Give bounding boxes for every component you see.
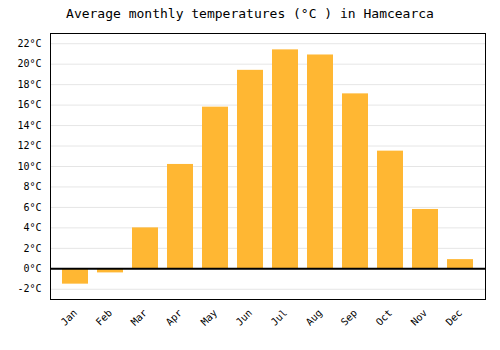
svg-text:10°C: 10°C [17,161,41,172]
svg-text:-2°C: -2°C [17,283,41,294]
svg-text:Jul: Jul [269,307,290,328]
svg-text:20°C: 20°C [17,58,41,69]
svg-text:Jan: Jan [59,307,80,328]
svg-text:18°C: 18°C [17,79,41,90]
svg-text:Dec: Dec [444,307,465,328]
html-text:Average monthly temperatures (: Average monthly temperatures (°C ) in Ha… [66,6,434,21]
svg-text:14°C: 14°C [17,120,41,131]
svg-text:Feb: Feb [94,307,115,328]
svg-text:16°C: 16°C [17,99,41,110]
svg-text:Nov: Nov [409,307,430,328]
svg-text:Mar: Mar [129,307,150,328]
svg-text:Sep: Sep [339,307,360,328]
svg-text:Apr: Apr [164,307,185,328]
svg-text:May: May [199,307,220,328]
svg-text:Aug: Aug [304,307,325,328]
svg-text:8°C: 8°C [23,181,41,192]
svg-text:6°C: 6°C [23,202,41,213]
svg-text:12°C: 12°C [17,140,41,151]
svg-text:Oct: Oct [374,307,395,328]
svg-text:4°C: 4°C [23,222,41,233]
svg-text:2°C: 2°C [23,243,41,254]
svg-text:0°C: 0°C [23,263,41,274]
svg-text:22°C: 22°C [17,38,41,49]
svg-text:Jun: Jun [234,307,255,328]
